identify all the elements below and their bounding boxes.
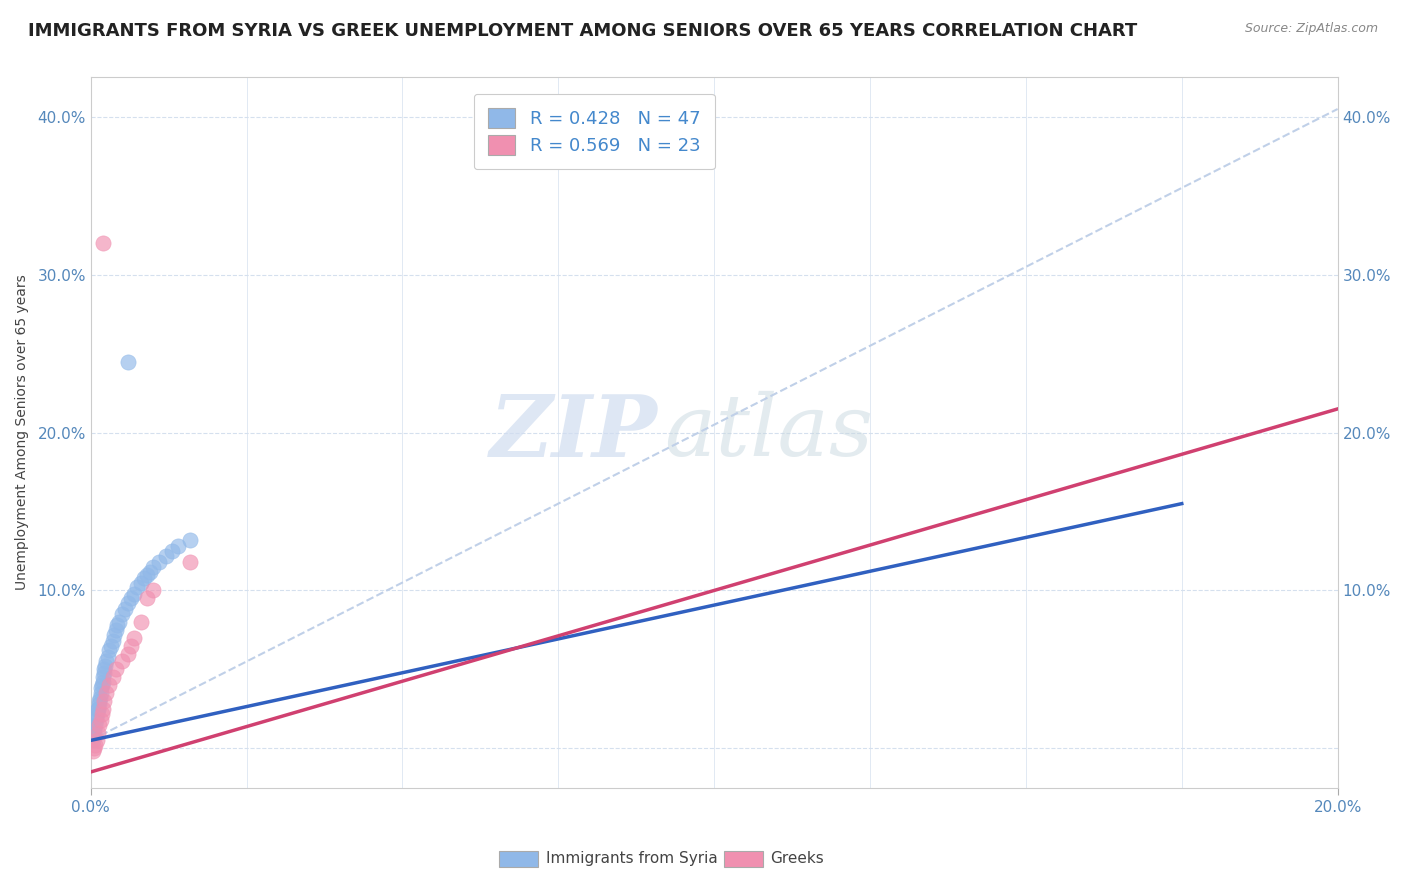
Point: [160, 544, 183, 558]
Point: [84, 738, 107, 752]
Point: [84, 717, 107, 731]
Point: [117, 647, 139, 661]
Point: [96, 686, 118, 700]
Point: [82, 744, 104, 758]
Point: [129, 575, 152, 590]
Point: [89, 717, 111, 731]
Point: [91, 675, 114, 690]
Point: [117, 354, 139, 368]
Point: [84, 710, 107, 724]
Text: IMMIGRANTS FROM SYRIA VS GREEK UNEMPLOYMENT AMONG SENIORS OVER 65 YEARS CORRELAT: IMMIGRANTS FROM SYRIA VS GREEK UNEMPLOYM…: [28, 22, 1137, 40]
Point: [96, 649, 118, 664]
Point: [83, 723, 105, 737]
Point: [129, 615, 152, 629]
Point: [90, 681, 112, 696]
Point: [101, 670, 124, 684]
Text: Source: ZipAtlas.com: Source: ZipAtlas.com: [1244, 22, 1378, 36]
Point: [111, 655, 134, 669]
Point: [117, 596, 139, 610]
Point: [142, 559, 165, 574]
Point: [104, 662, 127, 676]
Point: [91, 670, 114, 684]
Point: [90, 713, 112, 727]
Point: [93, 694, 115, 708]
Point: [132, 571, 155, 585]
Point: [101, 634, 124, 648]
Point: [120, 591, 142, 606]
Point: [114, 602, 136, 616]
Legend: R = 0.428   N = 47, R = 0.569   N = 23: R = 0.428 N = 47, R = 0.569 N = 23: [474, 94, 714, 169]
Point: [91, 702, 114, 716]
Point: [135, 591, 157, 606]
Point: [104, 623, 127, 637]
Point: [107, 615, 129, 629]
Text: Greeks: Greeks: [770, 851, 824, 865]
Point: [87, 697, 110, 711]
Point: [82, 733, 104, 747]
Point: [91, 236, 114, 251]
Point: [90, 706, 112, 721]
Text: ZIP: ZIP: [491, 391, 658, 475]
Point: [83, 725, 105, 739]
Point: [98, 678, 121, 692]
Point: [155, 549, 177, 563]
Point: [105, 618, 128, 632]
Point: [124, 631, 146, 645]
Point: [82, 729, 104, 743]
Point: [124, 586, 146, 600]
Point: [90, 686, 112, 700]
Text: Immigrants from Syria: Immigrants from Syria: [546, 851, 717, 865]
Point: [179, 555, 201, 569]
Point: [86, 733, 108, 747]
Point: [98, 643, 121, 657]
Point: [100, 639, 122, 653]
Point: [89, 690, 111, 705]
Point: [142, 583, 165, 598]
Point: [148, 555, 170, 569]
Point: [179, 533, 201, 547]
Y-axis label: Unemployment Among Seniors over 65 years: Unemployment Among Seniors over 65 years: [15, 275, 30, 591]
Point: [90, 678, 112, 692]
Point: [93, 665, 115, 680]
Point: [89, 694, 111, 708]
Point: [86, 706, 108, 721]
Point: [93, 662, 115, 676]
Point: [86, 702, 108, 716]
Point: [139, 565, 162, 579]
Point: [87, 702, 110, 716]
Point: [135, 567, 157, 582]
Point: [167, 539, 190, 553]
Point: [96, 655, 118, 669]
Point: [103, 627, 125, 641]
Point: [127, 580, 149, 594]
Text: atlas: atlas: [664, 392, 873, 474]
Point: [84, 713, 107, 727]
Point: [94, 659, 117, 673]
Point: [83, 741, 105, 756]
Point: [120, 639, 142, 653]
Point: [87, 725, 110, 739]
Point: [111, 607, 134, 621]
